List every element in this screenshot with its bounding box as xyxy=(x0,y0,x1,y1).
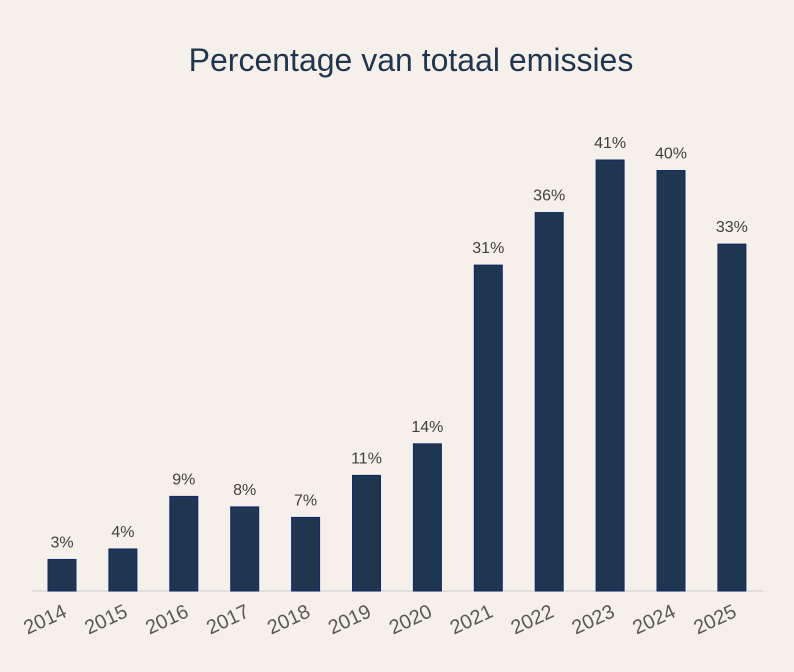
bar-2023 xyxy=(595,159,625,592)
bar-2016 xyxy=(169,495,199,592)
data-label-2023: 41% xyxy=(594,135,626,152)
chart-title: Percentage van totaal emissies xyxy=(189,42,634,78)
data-label-2020: 14% xyxy=(411,419,443,436)
bar-2015 xyxy=(108,548,138,592)
bar-2025 xyxy=(717,243,747,592)
x-tick-label-2014: 2014 xyxy=(20,601,70,640)
x-tick-label-2021: 2021 xyxy=(447,601,497,640)
bar-2021 xyxy=(473,264,503,592)
data-label-2022: 36% xyxy=(533,188,565,205)
data-label-2016: 9% xyxy=(172,471,195,488)
x-tick-label-2016: 2016 xyxy=(142,601,192,640)
bar-2018 xyxy=(291,516,321,592)
data-label-2014: 3% xyxy=(50,534,73,551)
x-tick-label-2024: 2024 xyxy=(629,601,679,640)
data-label-2019: 11% xyxy=(351,450,382,467)
bar-2017 xyxy=(230,506,260,592)
data-label-2015: 4% xyxy=(111,524,134,541)
bar-2024 xyxy=(656,170,686,592)
data-label-2018: 7% xyxy=(294,492,317,509)
x-tick-label-2017: 2017 xyxy=(203,601,253,640)
bar-2014 xyxy=(47,558,77,592)
bar-2020 xyxy=(412,443,442,592)
x-tick-label-2022: 2022 xyxy=(508,601,558,640)
data-label-2021: 31% xyxy=(472,240,504,257)
x-tick-label-2018: 2018 xyxy=(264,601,314,640)
x-tick-label-2019: 2019 xyxy=(325,601,375,640)
x-tick-label-2025: 2025 xyxy=(690,601,740,640)
data-label-2024: 40% xyxy=(655,146,687,163)
bar-2019 xyxy=(352,474,381,592)
x-tick-label-2015: 2015 xyxy=(81,601,131,640)
x-tick-label-2020: 2020 xyxy=(386,601,436,640)
bar-2022 xyxy=(534,212,564,592)
data-label-2025: 33% xyxy=(716,219,748,236)
x-tick-label-2023: 2023 xyxy=(569,601,619,640)
data-label-2017: 8% xyxy=(233,482,256,499)
